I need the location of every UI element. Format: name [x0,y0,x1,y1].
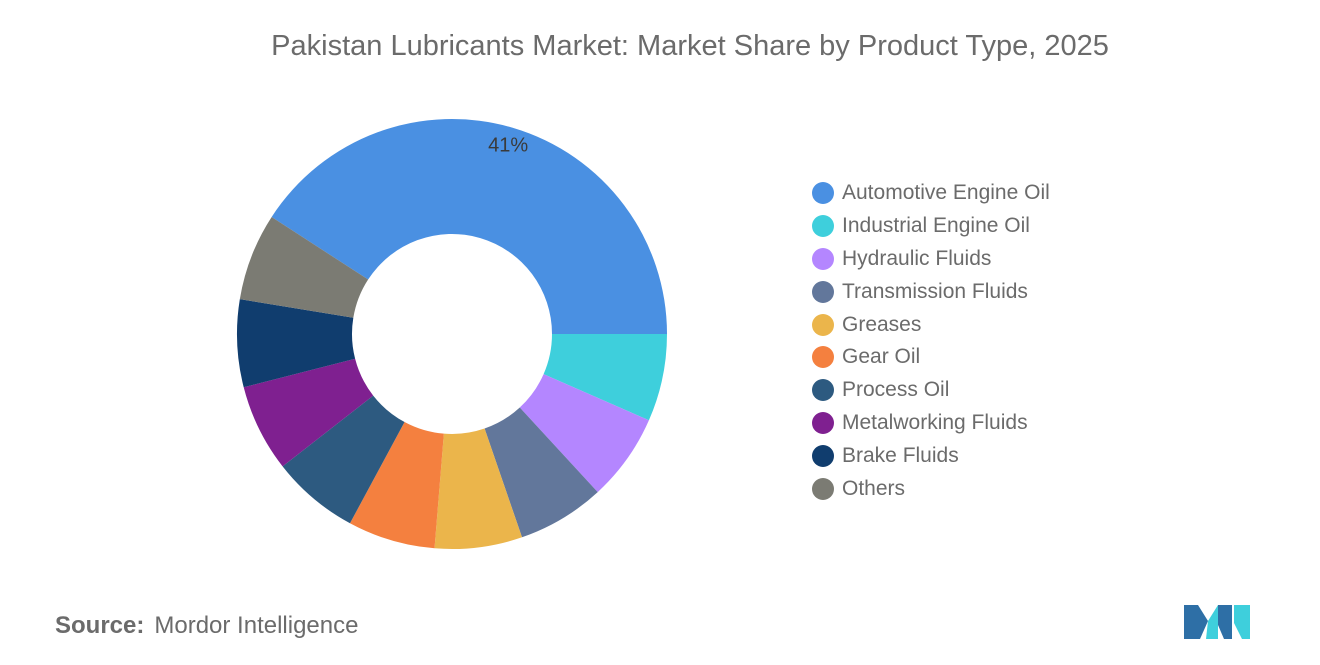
slice-process-oil [282,395,405,524]
slice-hydraulic-fluids [519,374,649,493]
source-label: Source: [55,612,145,639]
data-label-automotive-engine-oil: 41% [488,134,528,156]
legend-label: Others [842,476,906,500]
legend-label: Transmission Fluids [842,279,1028,303]
legend-item-transmission-fluids: Transmission Fluids [812,275,1050,308]
legend-item-gear-oil: Gear Oil [812,341,1050,374]
source-text: Mordor Intelligence [154,612,359,639]
legend-label: Automotive Engine Oil [842,181,1050,205]
slice-industrial-engine-oil [543,334,667,421]
legend-label: Gear Oil [842,345,921,369]
legend-swatch [812,477,834,500]
slice-transmission-fluids [484,407,598,538]
legend-item-automotive-engine-oil: Automotive Engine Oil [812,177,1050,210]
donut-chart: 41% [237,119,667,549]
slice-gear-oil [349,422,444,549]
legend-label: Process Oil [842,378,950,402]
slice-metalworking-fluids [243,358,374,467]
legend-swatch [812,346,834,369]
legend-item-process-oil: Process Oil [812,374,1050,407]
legend-item-greases: Greases [812,308,1050,341]
slice-others [239,216,369,318]
legend-swatch [812,379,834,402]
legend-label: Hydraulic Fluids [842,246,992,270]
legend-label: Industrial Engine Oil [842,214,1030,238]
legend-item-industrial-engine-oil: Industrial Engine Oil [812,210,1050,243]
legend-label: Metalworking Fluids [842,410,1028,434]
legend-label: Brake Fluids [842,443,959,467]
legend-swatch [812,247,834,270]
mordor-logo-icon [1184,605,1250,639]
source-line: Source: Mordor Intelligence [55,612,358,640]
legend-item-hydraulic-fluids: Hydraulic Fluids [812,243,1050,276]
legend-swatch [812,182,834,205]
legend-swatch [812,313,834,336]
legend: Automotive Engine Oil Industrial Engine O… [812,177,1050,505]
legend-item-metalworking-fluids: Metalworking Fluids [812,407,1050,440]
legend-label: Greases [842,312,922,336]
slice-brake-fluids [237,299,356,388]
slice-automotive-engine-oil [271,119,667,334]
chart-title: Pakistan Lubricants Market: Market Share… [271,30,1109,62]
legend-swatch [812,411,834,434]
legend-swatch [812,280,834,303]
slice-greases [434,428,523,549]
legend-swatch [812,215,834,238]
legend-item-brake-fluids: Brake Fluids [812,439,1050,472]
legend-item-others: Others [812,472,1050,505]
legend-swatch [812,444,834,467]
